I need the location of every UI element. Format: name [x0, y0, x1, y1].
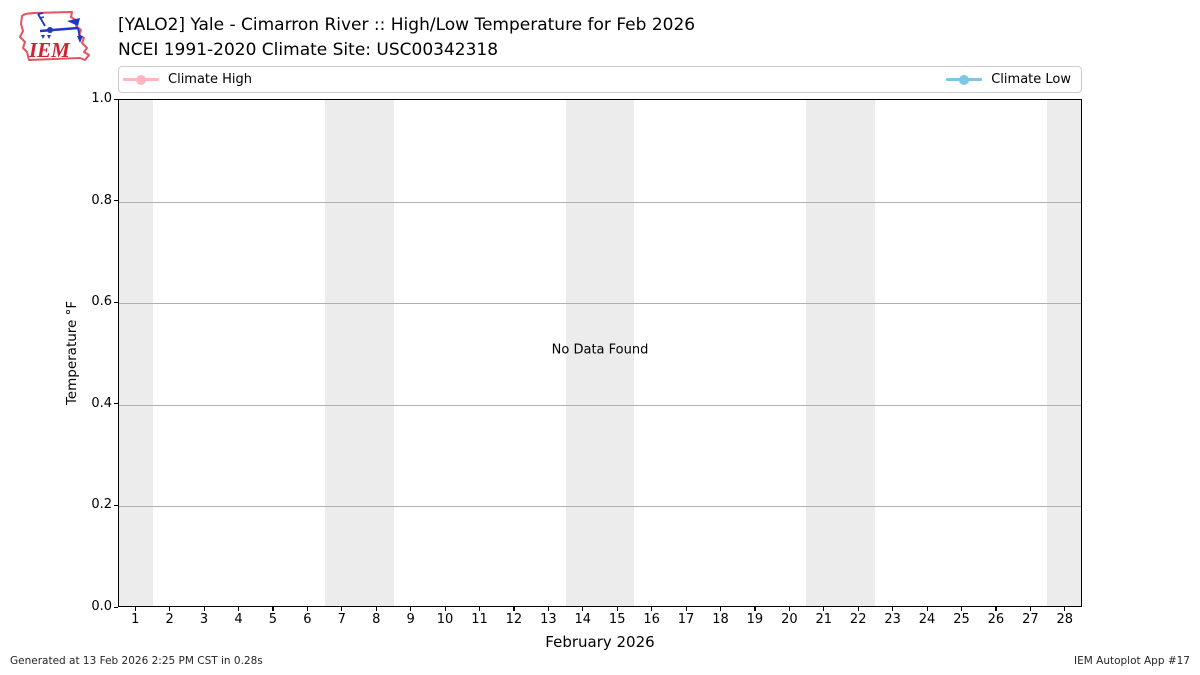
x-tick-mark [547, 607, 550, 611]
x-tick-label: 6 [303, 612, 312, 627]
y-tick-mark [114, 504, 118, 507]
x-tick-mark [651, 607, 653, 611]
x-tick-label: 13 [540, 612, 557, 627]
y-axis-label: Temperature °F [64, 300, 80, 406]
x-tick-label: 8 [372, 612, 381, 627]
x-tick-label: 23 [884, 612, 901, 627]
app-credit: IEM Autoplot App #17 [1074, 655, 1190, 667]
x-tick-mark [582, 607, 584, 611]
legend-entry-climate-high: Climate High [123, 72, 252, 87]
weather-station-icon [37, 12, 83, 43]
x-tick-label: 9 [406, 612, 415, 627]
x-tick-mark [479, 607, 481, 611]
x-tick-label: 3 [199, 612, 209, 627]
chart-title: [YALO2] Yale - Cimarron River :: High/Lo… [118, 15, 696, 35]
y-tick-label: 1.0 [91, 91, 112, 106]
x-tick-label: 14 [574, 612, 592, 627]
x-tick-mark [203, 607, 205, 611]
y-tick-label: 0.6 [91, 294, 112, 310]
climate-low-marker-icon [946, 73, 983, 86]
x-tick-mark [685, 607, 687, 611]
chart-subtitle: NCEI 1991-2020 Climate Site: USC00342318 [118, 40, 499, 60]
x-tick-label: 11 [471, 612, 488, 627]
x-tick-mark [410, 607, 412, 611]
x-tick-label: 28 [1056, 612, 1074, 627]
weekend-band [806, 100, 875, 606]
legend-entry-climate-low: Climate Low [946, 72, 1071, 87]
x-tick-mark [513, 607, 515, 611]
weekend-band [565, 100, 635, 606]
weekend-band [1046, 100, 1081, 606]
plot-area: No Data Found [118, 99, 1082, 607]
x-tick-label: 27 [1022, 612, 1039, 627]
no-data-message: No Data Found [551, 342, 649, 358]
x-tick-mark [375, 607, 377, 611]
y-tick-label: 0.8 [91, 192, 112, 208]
x-tick-mark [616, 607, 618, 611]
x-tick-label: 7 [337, 612, 346, 627]
gridline [119, 303, 1081, 305]
x-tick-mark [169, 607, 171, 611]
weekend-band [325, 100, 394, 606]
weekend-band [119, 100, 154, 606]
x-tick-mark [720, 607, 722, 611]
x-tick-mark [238, 607, 240, 611]
x-tick-label: 15 [608, 612, 626, 627]
y-tick-mark [114, 606, 118, 608]
x-tick-label: 21 [815, 612, 833, 627]
title-block: [YALO2] Yale - Cimarron River :: High/Lo… [118, 13, 695, 63]
x-tick-mark [788, 607, 791, 611]
x-tick-label: 19 [746, 612, 764, 627]
legend-label-climate-low: Climate Low [991, 72, 1071, 87]
x-tick-mark [341, 607, 343, 611]
x-tick-label: 16 [643, 612, 660, 627]
x-tick-label: 20 [781, 612, 798, 627]
x-tick-mark [306, 607, 309, 611]
x-tick-mark [754, 607, 756, 611]
x-tick-label: 24 [918, 612, 936, 627]
x-tick-mark [272, 607, 274, 611]
x-tick-mark [995, 607, 997, 611]
x-tick-label: 5 [268, 612, 278, 627]
legend-label-climate-high: Climate High [168, 72, 253, 87]
x-tick-label: 12 [505, 612, 523, 627]
x-tick-mark [1029, 607, 1032, 611]
x-tick-label: 2 [165, 612, 174, 627]
x-tick-mark [134, 607, 136, 611]
x-tick-mark [892, 607, 894, 611]
y-tick-label: 0.4 [91, 395, 112, 411]
y-tick-label: 0.2 [91, 497, 112, 513]
x-tick-mark [926, 607, 928, 611]
gridline [119, 201, 1081, 203]
x-tick-mark [1064, 607, 1066, 611]
legend: Climate High Climate Low [118, 66, 1082, 93]
y-tick-mark [114, 98, 118, 100]
x-tick-mark [823, 607, 825, 611]
x-tick-label: 10 [436, 612, 454, 627]
x-tick-label: 22 [849, 612, 867, 627]
x-tick-label: 18 [712, 612, 729, 627]
x-tick-label: 25 [953, 612, 970, 627]
gridline [119, 404, 1081, 406]
y-tick-mark [114, 301, 118, 303]
x-axis-label: February 2026 [545, 633, 655, 651]
gridline [119, 506, 1081, 508]
y-tick-mark [114, 403, 118, 405]
x-tick-mark [444, 607, 446, 611]
x-tick-label: 26 [987, 612, 1005, 627]
y-tick-mark [114, 200, 118, 202]
y-tick-label: 0.0 [91, 599, 112, 614]
x-tick-mark [961, 607, 963, 611]
x-tick-label: 4 [234, 612, 243, 627]
iem-logo: IEM [19, 11, 90, 62]
generated-timestamp: Generated at 13 Feb 2026 2:25 PM CST in … [10, 655, 263, 667]
iem-logo-text: IEM [28, 38, 71, 62]
x-tick-label: 1 [131, 612, 140, 627]
climate-high-marker-icon [123, 73, 159, 86]
x-tick-mark [857, 607, 859, 611]
x-tick-label: 17 [677, 612, 695, 627]
